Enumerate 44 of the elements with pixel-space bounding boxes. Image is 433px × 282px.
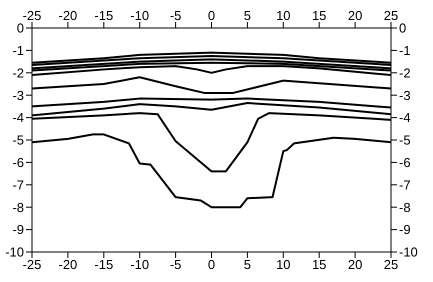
y-tick-label: -4: [12, 110, 24, 126]
x-tick-label: 25: [384, 8, 398, 23]
x-tick-label: 0: [208, 8, 216, 23]
x-tick-label: -25: [22, 8, 42, 23]
x-tick-label: 15: [312, 8, 326, 23]
y-tick-label: -9: [12, 222, 24, 238]
y-tick-label: -5: [12, 132, 24, 148]
x2-tick-label: 20: [348, 257, 362, 272]
y2-tick-label: -8: [399, 200, 411, 215]
y-tick-label: -7: [12, 177, 24, 192]
x-tick-label: 5: [244, 8, 252, 23]
x2-tick-label: -15: [94, 257, 114, 272]
x-tick-label: -5: [170, 8, 182, 23]
y-tick-label: -10: [5, 244, 24, 260]
x2-tick-label: -25: [22, 257, 42, 272]
y2-tick-label: 0: [399, 20, 406, 36]
x-tick-label: 10: [276, 8, 291, 23]
y-tick-label: 0: [16, 20, 24, 36]
y-tick-label: -6: [12, 155, 24, 170]
x2-tick-label: -10: [130, 257, 150, 272]
y2-tick-label: -4: [399, 110, 411, 126]
x2-tick-label: 0: [208, 257, 216, 272]
y-tick-label: -2: [12, 65, 24, 80]
y2-tick-label: -3: [399, 88, 411, 103]
y2-tick-label: -5: [399, 132, 411, 148]
x2-tick-label: 15: [312, 257, 326, 272]
x-tick-label: -20: [58, 8, 78, 23]
x-tick-label: -15: [94, 8, 114, 23]
x2-tick-label: 25: [384, 257, 398, 272]
y2-tick-label: -9: [399, 222, 411, 238]
y-tick-label: -3: [12, 88, 24, 103]
y2-tick-label: -7: [399, 177, 411, 192]
x2-tick-label: 5: [244, 257, 252, 272]
y2-tick-label: -10: [399, 244, 418, 260]
x2-tick-label: -5: [170, 257, 182, 272]
x2-tick-label: 10: [276, 257, 291, 272]
x-tick-label: 20: [348, 8, 362, 23]
y-tick-label: -1: [12, 43, 24, 58]
y2-tick-label: -6: [399, 155, 411, 170]
x-tick-label: -10: [130, 8, 150, 23]
y2-tick-label: -1: [399, 43, 411, 58]
y2-tick-label: -2: [399, 65, 411, 80]
y-tick-label: -8: [12, 200, 24, 215]
x2-tick-label: -20: [58, 257, 78, 272]
